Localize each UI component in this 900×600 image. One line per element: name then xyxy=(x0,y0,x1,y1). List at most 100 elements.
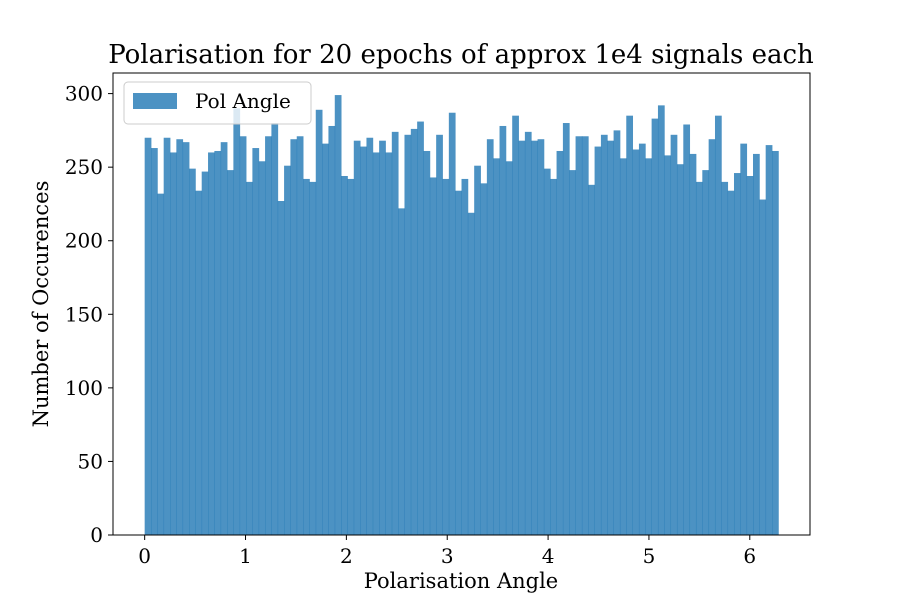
histogram-bar xyxy=(366,137,374,535)
histogram-bar xyxy=(702,170,710,535)
legend: Pol Angle xyxy=(123,81,312,125)
histogram-bar xyxy=(512,115,519,535)
histogram-bar xyxy=(607,140,614,536)
histogram-bar xyxy=(619,158,627,535)
histogram-bar xyxy=(645,158,653,535)
histogram-bar xyxy=(220,142,228,535)
histogram-bar xyxy=(315,109,323,535)
histogram-bar xyxy=(695,181,703,536)
histogram-bar xyxy=(201,171,209,535)
histogram-bar xyxy=(429,177,437,535)
chart-title: Polarisation for 20 epochs of approx 1e4… xyxy=(108,40,814,70)
histogram-bar xyxy=(233,108,241,535)
y-tick-label: 100 xyxy=(65,376,103,400)
histogram-bar xyxy=(341,175,348,535)
histogram-bar xyxy=(195,190,203,535)
histogram-bar xyxy=(556,150,564,535)
histogram-bar xyxy=(562,123,570,535)
histogram-bar xyxy=(537,139,545,535)
histogram-bar xyxy=(157,193,165,535)
histogram-bar xyxy=(518,140,526,536)
histogram-bar xyxy=(531,140,538,536)
histogram-bar xyxy=(594,146,602,535)
histogram-bar xyxy=(385,152,393,536)
histogram-bar xyxy=(657,105,665,536)
histogram-bar xyxy=(772,150,779,535)
x-axis-label: Polarisation Angle xyxy=(364,569,559,593)
histogram-bar xyxy=(265,136,272,535)
histogram-bar xyxy=(271,123,279,535)
histogram-bar xyxy=(638,143,646,535)
histogram-bar xyxy=(163,137,171,535)
histogram-bar xyxy=(493,158,500,535)
histogram-bar xyxy=(664,155,672,535)
histogram-bar xyxy=(404,134,412,535)
histogram-bar xyxy=(632,149,640,535)
x-tick-label: 2 xyxy=(340,544,353,568)
histogram-bar xyxy=(410,128,418,535)
y-tick-label: 150 xyxy=(65,302,103,326)
histogram-bar xyxy=(676,164,684,535)
histogram-bar xyxy=(144,137,152,535)
y-axis-ticks: 0 50 100 150 200 250 300 xyxy=(65,82,113,547)
histogram-bar xyxy=(455,190,462,535)
histogram-bar xyxy=(182,142,190,535)
histogram-bar xyxy=(309,181,317,536)
histogram-bar xyxy=(683,124,691,535)
y-axis-label: Number of Occurences xyxy=(29,181,53,428)
histogram-bar xyxy=(214,150,222,535)
x-axis-ticks: 0 1 2 3 4 5 6 xyxy=(138,535,756,568)
histogram-bar xyxy=(189,168,196,535)
histogram-bar xyxy=(239,136,247,535)
histogram-bar xyxy=(550,178,557,535)
histogram-bar xyxy=(524,131,532,535)
histogram-bar xyxy=(480,183,488,535)
histogram-bar xyxy=(543,168,551,535)
histogram-bar xyxy=(391,131,399,535)
histogram-bar xyxy=(334,95,342,535)
x-tick-label: 0 xyxy=(138,544,151,568)
histogram-bar xyxy=(600,134,608,535)
histogram-bar xyxy=(176,139,184,535)
histogram-bar xyxy=(753,153,760,535)
histogram-bar xyxy=(328,125,336,536)
legend-swatch xyxy=(133,93,177,109)
legend-box xyxy=(123,81,312,125)
histogram-bar xyxy=(151,148,158,536)
histogram-bar xyxy=(208,152,215,536)
histogram-bar xyxy=(442,178,450,535)
histogram-bar xyxy=(626,115,634,535)
histogram-bar xyxy=(360,146,367,535)
histogram-bar xyxy=(296,136,304,535)
histogram-bar xyxy=(740,143,748,535)
histogram-bar xyxy=(613,130,621,535)
histogram-bar xyxy=(581,136,589,535)
x-tick-label: 5 xyxy=(643,544,656,568)
histogram-bar xyxy=(353,140,361,536)
histogram-bar xyxy=(417,121,424,535)
histogram-bar xyxy=(569,170,576,535)
histogram-bar xyxy=(588,184,595,535)
histogram-bar xyxy=(347,178,355,535)
histogram-bar xyxy=(398,208,405,536)
x-tick-label: 6 xyxy=(743,544,756,568)
histogram-bar xyxy=(322,143,329,535)
histogram-bar xyxy=(746,175,754,535)
histogram-bar xyxy=(689,153,697,535)
y-tick-label: 0 xyxy=(90,523,103,547)
histogram-bar xyxy=(474,165,481,535)
histogram-bar xyxy=(461,178,469,535)
histogram-bar xyxy=(575,136,583,535)
y-tick-label: 250 xyxy=(65,155,103,179)
y-tick-label: 50 xyxy=(78,449,103,473)
histogram-bar xyxy=(423,150,431,535)
histogram-bar xyxy=(765,145,773,536)
histogram-bar xyxy=(170,152,177,536)
x-tick-label: 3 xyxy=(441,544,454,568)
histogram-bar xyxy=(246,181,253,536)
histogram-bar xyxy=(372,152,380,536)
bars-group xyxy=(144,95,779,536)
histogram-bar xyxy=(499,125,507,536)
y-tick-label: 200 xyxy=(65,229,103,253)
